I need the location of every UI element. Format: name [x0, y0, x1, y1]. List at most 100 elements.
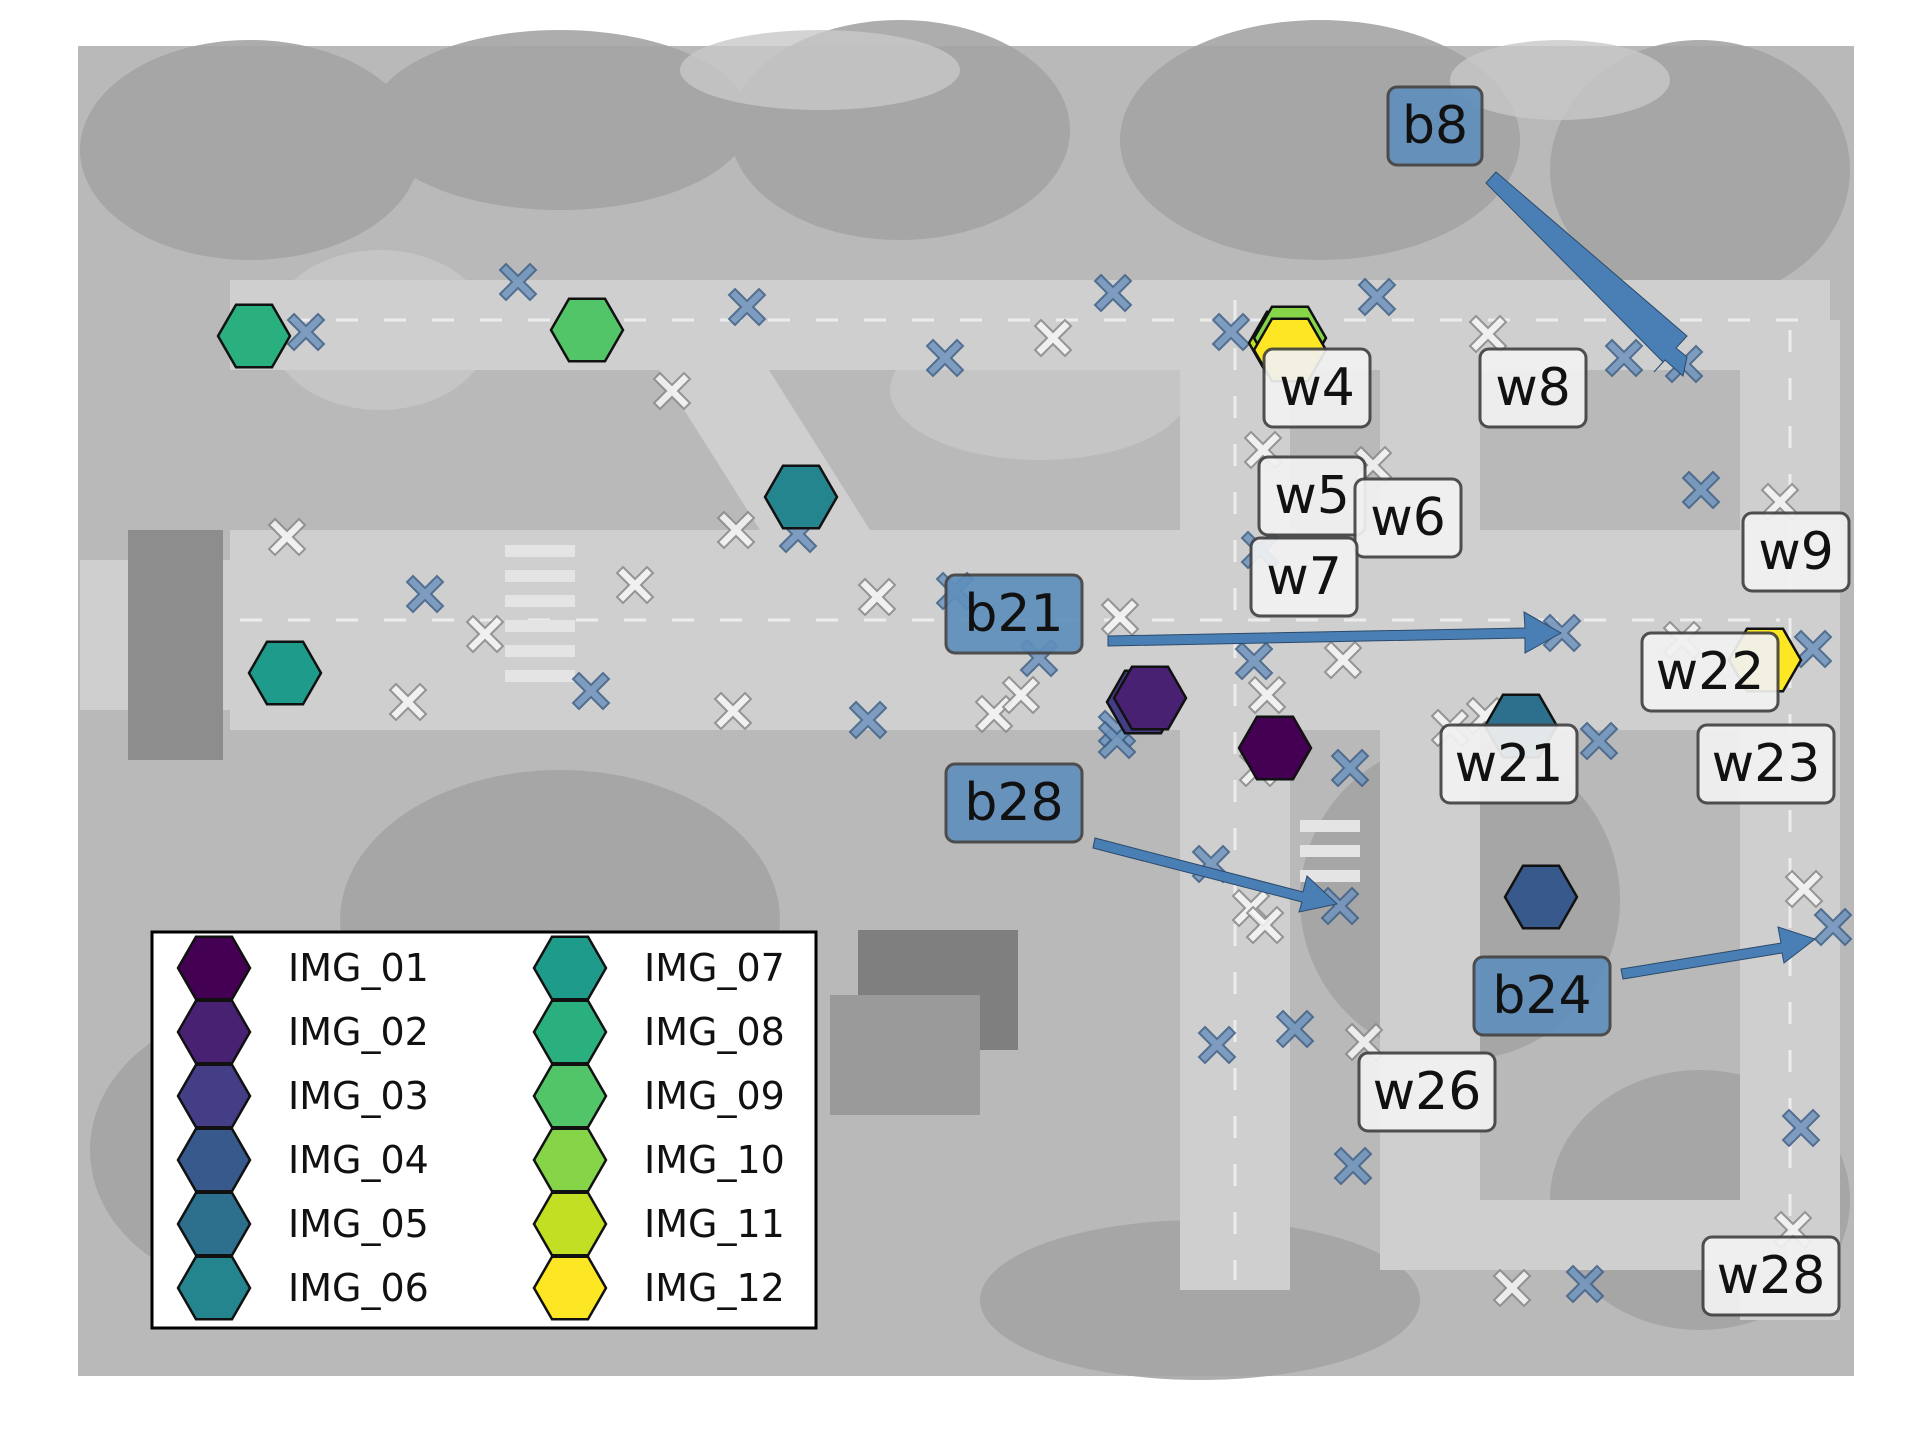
legend-entry: IMG_06: [176, 1255, 429, 1321]
hexagon-marker: [1503, 864, 1579, 930]
legend-label: IMG_04: [288, 1138, 429, 1182]
legend-label: IMG_10: [644, 1138, 785, 1182]
legend-label: IMG_05: [288, 1202, 429, 1246]
blue-cross-marker: [498, 262, 538, 302]
legend-entry: IMG_03: [176, 1063, 429, 1129]
white-cross-marker: [1492, 1268, 1532, 1308]
hexagon-marker: [216, 303, 292, 369]
legend-hexagon-icon: [176, 1127, 252, 1193]
svg-text:w26: w26: [1373, 1062, 1482, 1122]
legend-label: IMG_07: [644, 946, 785, 990]
legend-hexagon-icon: [532, 1063, 608, 1129]
blue-cross-marker: [1565, 1264, 1605, 1304]
blue-cross-marker: [286, 312, 326, 352]
legend-entry: IMG_01: [176, 935, 429, 1001]
legend-entry: IMG_12: [532, 1255, 785, 1321]
blue-cross-marker: [571, 671, 611, 711]
white-cross-marker: [1323, 640, 1363, 680]
svg-text:b8: b8: [1402, 96, 1468, 156]
hexagon-marker: [549, 297, 625, 363]
legend-label: IMG_03: [288, 1074, 429, 1118]
white-cross-marker: [1001, 675, 1041, 715]
svg-text:w9: w9: [1758, 522, 1834, 582]
legend-entry: IMG_04: [176, 1127, 429, 1193]
label-b24: b24: [1472, 955, 1612, 1037]
white-cross-marker: [267, 517, 307, 557]
label-w22: w22: [1640, 631, 1780, 713]
legend-hexagon-icon: [176, 1063, 252, 1129]
label-w23: w23: [1696, 723, 1836, 805]
white-cross-marker: [1033, 318, 1073, 358]
white-cross-marker: [1100, 597, 1140, 637]
label-w8: w8: [1478, 347, 1588, 429]
svg-text:w28: w28: [1717, 1246, 1826, 1306]
label-layer: b8 b21 b28 b24 w4 w8 w5 w6 w7 w9 w22 w21 w23 w26 w28: [944, 85, 1851, 1317]
blue-cross-marker: [405, 574, 445, 614]
svg-text:b24: b24: [1492, 966, 1591, 1026]
blue-cross-marker: [848, 700, 888, 740]
legend-hexagon-icon: [176, 1255, 252, 1321]
svg-text:w4: w4: [1279, 358, 1355, 418]
legend-label: IMG_08: [644, 1010, 785, 1054]
legend-entry: IMG_11: [532, 1191, 785, 1257]
hexagon-marker: [1237, 715, 1313, 781]
svg-text:w23: w23: [1712, 734, 1821, 794]
svg-text:b21: b21: [964, 584, 1063, 644]
svg-text:w6: w6: [1370, 488, 1446, 548]
blue-cross-marker: [1604, 338, 1644, 378]
arrow-b21: [1107, 611, 1563, 654]
blue-cross-marker: [1681, 470, 1721, 510]
blue-cross-marker: [1275, 1009, 1315, 1049]
legend-hexagon-icon: [532, 935, 608, 1001]
legend-frame: [150, 930, 818, 1330]
hexagon-marker: [247, 640, 323, 706]
legend-entry: IMG_10: [532, 1127, 785, 1193]
legend-hexagon-icon: [532, 1191, 608, 1257]
arrow-layer: [1092, 171, 1817, 980]
blue-cross-marker: [1357, 277, 1397, 317]
blue-cross-marker: [1330, 748, 1370, 788]
legend-hexagon-icon: [532, 999, 608, 1065]
svg-text:w22: w22: [1656, 642, 1765, 702]
blue-cross-marker: [925, 338, 965, 378]
blue-cross-marker: [1579, 721, 1619, 761]
white-cross-marker: [652, 371, 692, 411]
hexagon-marker: [1112, 665, 1188, 731]
legend-label: IMG_12: [644, 1266, 785, 1310]
blue-cross-marker: [727, 287, 767, 327]
legend-entry: IMG_02: [176, 999, 429, 1065]
blue-cross-marker: [1211, 312, 1251, 352]
legend: IMG_01 IMG_02 IMG_03 IMG_04 IMG_05 IMG_06 IMG_…: [150, 930, 818, 1330]
legend-hexagon-icon: [532, 1255, 608, 1321]
arrow-b8: [1485, 171, 1688, 377]
legend-label: IMG_02: [288, 1010, 429, 1054]
label-w5: w5: [1257, 455, 1367, 537]
arrow-b28: [1092, 837, 1339, 913]
blue-cross-marker: [1813, 907, 1853, 947]
legend-entry: IMG_08: [532, 999, 785, 1065]
svg-text:w7: w7: [1266, 547, 1342, 607]
white-cross-marker: [857, 577, 897, 617]
legend-hexagon-icon: [532, 1127, 608, 1193]
blue-cross-marker: [1320, 886, 1360, 926]
legend-label: IMG_06: [288, 1266, 429, 1310]
white-cross-marker: [1784, 869, 1824, 909]
white-cross-marker: [465, 614, 505, 654]
label-w4: w4: [1262, 347, 1372, 429]
label-w6: w6: [1353, 477, 1463, 559]
legend-label: IMG_09: [644, 1074, 785, 1118]
white-cross-marker: [716, 510, 756, 550]
blue-cross-marker: [1793, 629, 1833, 669]
legend-entry: IMG_07: [532, 935, 785, 1001]
white-cross-marker: [615, 565, 655, 605]
legend-label: IMG_11: [644, 1202, 785, 1246]
blue-cross-marker: [1197, 1025, 1237, 1065]
white-cross-marker: [713, 691, 753, 731]
svg-text:b28: b28: [964, 773, 1063, 833]
label-w9: w9: [1741, 511, 1851, 593]
legend-label: IMG_01: [288, 946, 429, 990]
legend-hexagon-icon: [176, 935, 252, 1001]
svg-text:w8: w8: [1495, 358, 1571, 418]
